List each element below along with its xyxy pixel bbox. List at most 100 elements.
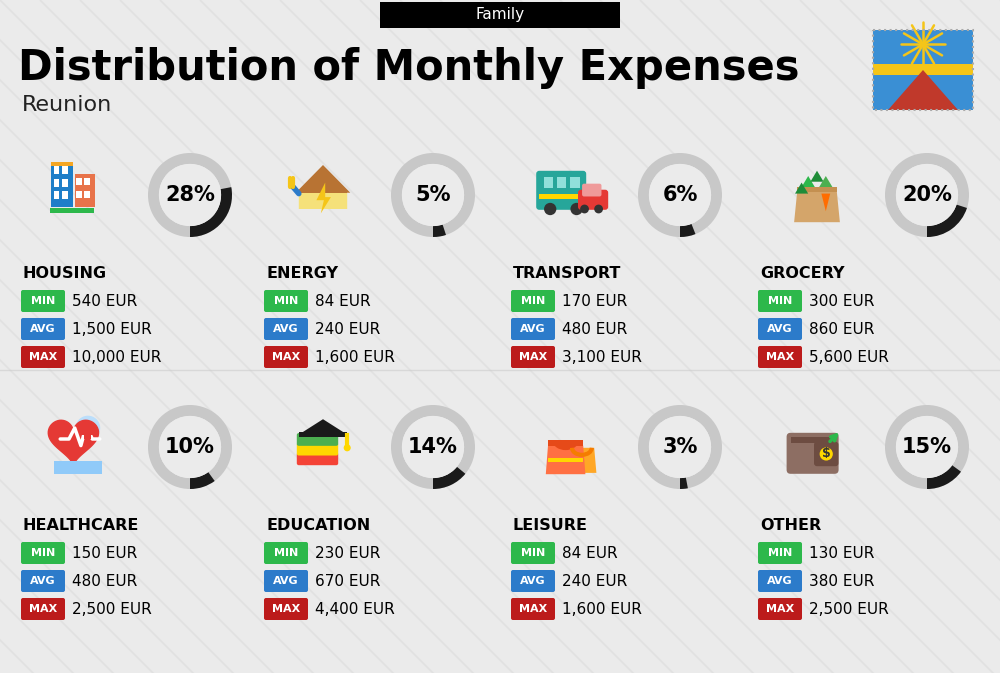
FancyBboxPatch shape [84, 190, 90, 198]
Text: 240 EUR: 240 EUR [562, 573, 627, 588]
FancyBboxPatch shape [264, 290, 308, 312]
Text: MIN: MIN [31, 296, 55, 306]
Text: Family: Family [475, 7, 525, 22]
Text: AVG: AVG [30, 576, 56, 586]
Text: 5,600 EUR: 5,600 EUR [809, 349, 889, 365]
Polygon shape [794, 191, 840, 222]
Wedge shape [927, 465, 961, 489]
Circle shape [159, 164, 221, 226]
Circle shape [594, 205, 603, 213]
Text: AVG: AVG [520, 576, 546, 586]
Text: MAX: MAX [766, 604, 794, 614]
Text: 480 EUR: 480 EUR [562, 322, 627, 336]
Text: MAX: MAX [272, 604, 300, 614]
FancyBboxPatch shape [511, 542, 555, 564]
Text: LEISURE: LEISURE [513, 518, 588, 532]
FancyBboxPatch shape [548, 458, 583, 462]
FancyBboxPatch shape [814, 441, 838, 466]
FancyBboxPatch shape [873, 64, 973, 75]
FancyBboxPatch shape [297, 443, 338, 456]
FancyBboxPatch shape [76, 190, 82, 198]
Wedge shape [927, 205, 967, 237]
FancyBboxPatch shape [62, 178, 68, 186]
Text: 1,600 EUR: 1,600 EUR [562, 602, 642, 616]
Text: 170 EUR: 170 EUR [562, 293, 627, 308]
Text: MAX: MAX [519, 604, 547, 614]
Wedge shape [391, 405, 475, 489]
Polygon shape [48, 420, 99, 466]
FancyBboxPatch shape [21, 598, 65, 620]
Text: 860 EUR: 860 EUR [809, 322, 874, 336]
FancyBboxPatch shape [84, 178, 90, 185]
Text: MAX: MAX [29, 352, 57, 362]
Wedge shape [433, 225, 446, 237]
Text: MAX: MAX [272, 352, 300, 362]
Text: 15%: 15% [902, 437, 952, 457]
Text: 150 EUR: 150 EUR [72, 546, 137, 561]
FancyBboxPatch shape [582, 184, 601, 197]
Text: MIN: MIN [274, 548, 298, 558]
FancyBboxPatch shape [297, 433, 338, 446]
Polygon shape [296, 165, 350, 192]
FancyBboxPatch shape [536, 171, 586, 210]
Text: Reunion: Reunion [22, 95, 112, 115]
FancyBboxPatch shape [264, 318, 308, 340]
Circle shape [402, 416, 464, 478]
Text: AVG: AVG [273, 324, 299, 334]
Polygon shape [819, 176, 832, 187]
Text: 300 EUR: 300 EUR [809, 293, 874, 308]
FancyBboxPatch shape [873, 30, 973, 110]
Text: 670 EUR: 670 EUR [315, 573, 380, 588]
Circle shape [159, 416, 221, 478]
Text: MIN: MIN [521, 548, 545, 558]
Polygon shape [299, 419, 347, 435]
Text: MIN: MIN [31, 548, 55, 558]
FancyBboxPatch shape [758, 570, 802, 592]
Polygon shape [299, 170, 347, 209]
FancyBboxPatch shape [50, 208, 94, 213]
Text: 380 EUR: 380 EUR [809, 573, 874, 588]
FancyBboxPatch shape [797, 187, 837, 192]
Text: 480 EUR: 480 EUR [72, 573, 137, 588]
Circle shape [820, 448, 833, 460]
FancyBboxPatch shape [539, 194, 583, 199]
Text: 240 EUR: 240 EUR [315, 322, 380, 336]
FancyBboxPatch shape [54, 191, 59, 199]
Text: MAX: MAX [29, 604, 57, 614]
Wedge shape [885, 405, 969, 489]
Text: MIN: MIN [274, 296, 298, 306]
Polygon shape [316, 182, 331, 213]
FancyBboxPatch shape [578, 190, 608, 210]
FancyBboxPatch shape [511, 570, 555, 592]
Circle shape [402, 164, 464, 226]
Text: 130 EUR: 130 EUR [809, 546, 874, 561]
Polygon shape [546, 446, 585, 474]
FancyBboxPatch shape [21, 570, 65, 592]
FancyBboxPatch shape [84, 423, 91, 439]
Wedge shape [190, 187, 232, 237]
FancyBboxPatch shape [75, 174, 95, 207]
Text: 3%: 3% [662, 437, 698, 457]
Text: ENERGY: ENERGY [266, 266, 338, 281]
FancyBboxPatch shape [51, 162, 73, 166]
Wedge shape [638, 405, 722, 489]
Text: MAX: MAX [766, 352, 794, 362]
Text: 1,600 EUR: 1,600 EUR [315, 349, 395, 365]
FancyBboxPatch shape [758, 346, 802, 368]
Circle shape [570, 203, 583, 215]
FancyBboxPatch shape [380, 2, 620, 28]
Text: 10,000 EUR: 10,000 EUR [72, 349, 161, 365]
Wedge shape [433, 467, 465, 489]
Text: AVG: AVG [767, 324, 793, 334]
Circle shape [896, 164, 958, 226]
Wedge shape [680, 478, 688, 489]
FancyBboxPatch shape [54, 178, 59, 186]
FancyBboxPatch shape [76, 178, 82, 185]
Text: 28%: 28% [165, 185, 215, 205]
Circle shape [896, 416, 958, 478]
Polygon shape [802, 176, 815, 187]
FancyBboxPatch shape [51, 163, 73, 207]
FancyBboxPatch shape [787, 433, 839, 474]
FancyBboxPatch shape [544, 177, 553, 188]
Wedge shape [885, 153, 969, 237]
